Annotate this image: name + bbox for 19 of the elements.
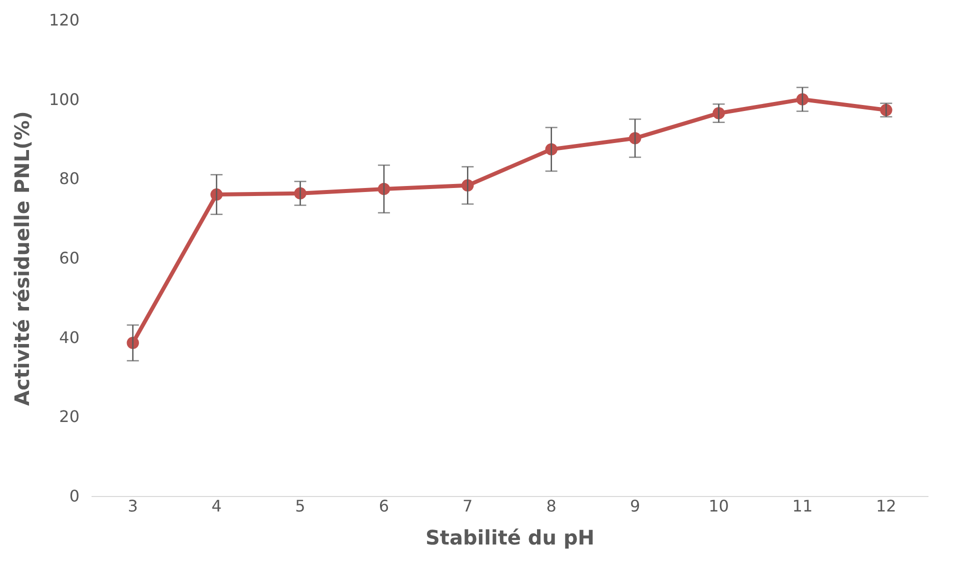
y-tick-label: 120 bbox=[48, 10, 80, 30]
y-tick-label: 0 bbox=[69, 486, 80, 506]
x-tick-label: 3 bbox=[128, 496, 138, 516]
y-tick-label: 60 bbox=[59, 248, 80, 268]
y-tick-label: 40 bbox=[59, 328, 80, 347]
x-tick-label: 8 bbox=[546, 496, 556, 516]
y-tick-label: 20 bbox=[59, 407, 80, 426]
y-tick-label: 80 bbox=[59, 169, 80, 188]
y-tick-label: 100 bbox=[48, 90, 80, 109]
x-tick-label: 7 bbox=[462, 496, 473, 516]
y-axis-title: Activité résiduelle PNL(%) bbox=[10, 111, 34, 406]
x-tick-label: 12 bbox=[876, 496, 896, 516]
x-tick-label: 5 bbox=[295, 496, 306, 516]
x-tick-label: 9 bbox=[630, 496, 640, 516]
x-tick-label: 11 bbox=[792, 496, 813, 516]
x-tick-label: 4 bbox=[211, 496, 222, 516]
x-tick-label: 6 bbox=[378, 496, 390, 516]
x-axis-title: Stabilité du pH bbox=[425, 526, 595, 550]
x-tick-label: 10 bbox=[708, 496, 729, 516]
